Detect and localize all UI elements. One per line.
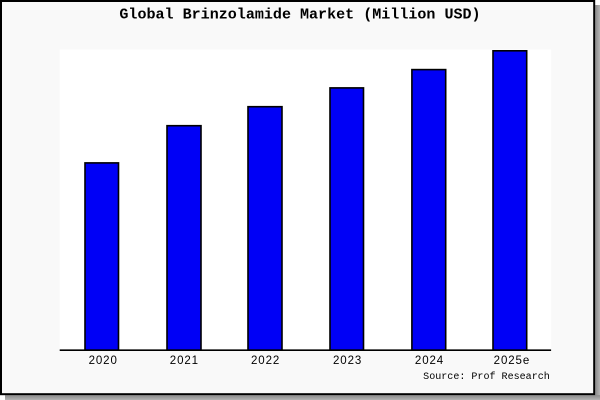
svg-text:2023: 2023	[333, 355, 362, 367]
svg-text:2021: 2021	[170, 355, 199, 367]
svg-text:2025e: 2025e	[494, 355, 530, 367]
svg-text:2020: 2020	[89, 355, 118, 367]
svg-text:Global Brinzolamide Market (Mi: Global Brinzolamide Market (Million USD)	[119, 5, 480, 23]
svg-text:Source: Prof Research: Source: Prof Research	[423, 371, 550, 383]
svg-text:2024: 2024	[415, 355, 444, 367]
svg-text:2022: 2022	[251, 355, 280, 367]
